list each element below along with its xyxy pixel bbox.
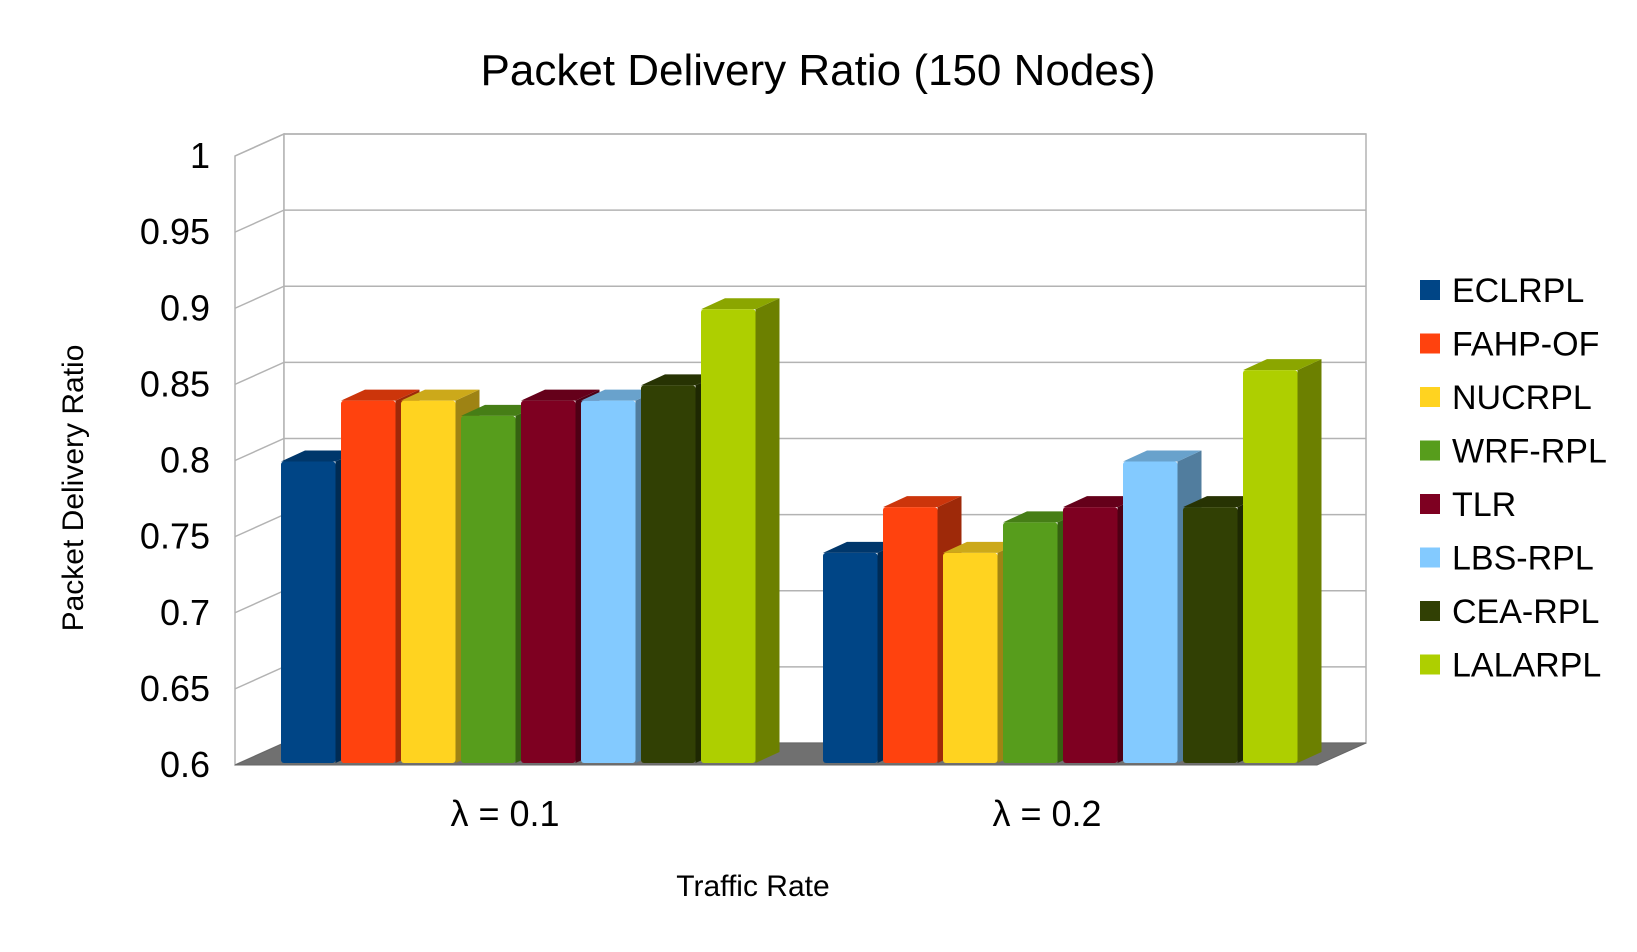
x-tick-label: λ = 0.2 (992, 793, 1101, 834)
y-tick-label: 0.6 (160, 744, 210, 785)
bar (1243, 359, 1322, 763)
legend-label: LBS-RPL (1452, 540, 1594, 578)
y-tick-label: 0.75 (140, 516, 210, 557)
legend-swatch (1420, 280, 1440, 300)
bar-top (701, 298, 780, 310)
legend-item: WRF-RPL (1420, 433, 1607, 471)
bar-front (883, 507, 938, 763)
bar-front (521, 400, 576, 763)
legend-label: LALARPL (1452, 647, 1601, 685)
x-tick-label: λ = 0.1 (450, 793, 559, 834)
bar-top (1003, 511, 1082, 523)
bar-top (401, 389, 480, 401)
bar-top (883, 496, 962, 508)
bar-side (1297, 359, 1322, 763)
legend: ECLRPL FAHP-OF NUCRPL WRF-RPL TLR LBS-RPL CEA-… (1420, 272, 1607, 685)
bar-front (461, 415, 516, 763)
bar (701, 298, 780, 763)
legend-label: CEA-RPL (1452, 593, 1599, 631)
bar-front (281, 461, 336, 763)
y-tick-label: 0.85 (140, 363, 210, 404)
bar-front (701, 309, 756, 763)
bar-front (641, 385, 696, 763)
bar-front (581, 400, 636, 763)
bar-top (341, 389, 420, 401)
bar-top (281, 450, 360, 462)
bar-front (823, 552, 878, 763)
bar-front (1183, 507, 1238, 763)
legend-item: TLR (1420, 486, 1516, 524)
legend-swatch (1420, 601, 1440, 621)
bar-top (1123, 450, 1202, 462)
bar-top (1063, 496, 1142, 508)
bars (281, 298, 1322, 763)
bar-front (1063, 507, 1118, 763)
y-tick-label: 1 (190, 135, 210, 176)
bar-front (943, 552, 998, 763)
gridline (234, 285, 1366, 309)
bar-top (1183, 496, 1262, 508)
gridline (234, 209, 1366, 233)
legend-swatch (1420, 494, 1440, 514)
bar-top (641, 374, 720, 386)
legend-item: ECLRPL (1420, 272, 1584, 310)
legend-swatch (1420, 333, 1440, 354)
legend-item: CEA-RPL (1420, 593, 1599, 631)
bar-front (341, 400, 396, 763)
legend-item: LALARPL (1420, 647, 1601, 685)
y-tick-label: 0.9 (160, 287, 210, 328)
legend-label: ECLRPL (1452, 272, 1584, 310)
gridline (234, 437, 1366, 462)
x-axis-title: Traffic Rate (676, 870, 829, 903)
legend-item: FAHP-OF (1420, 326, 1599, 364)
bar-front (1003, 522, 1058, 763)
bar-side (755, 298, 780, 763)
gridline (234, 133, 1366, 157)
y-tick-label: 0.7 (160, 592, 210, 633)
legend-swatch (1420, 547, 1440, 568)
y-tick-label: 0.8 (160, 440, 210, 481)
bar-top (823, 541, 902, 553)
legend-item: LBS-RPL (1420, 540, 1594, 578)
legend-swatch (1420, 387, 1440, 407)
y-tick-label: 0.65 (140, 668, 210, 709)
bar-front (1243, 370, 1298, 763)
bar-top (581, 389, 660, 401)
chart-title: Packet Delivery Ratio (150 Nodes) (481, 46, 1156, 95)
bar-top (461, 404, 540, 416)
legend-item: NUCRPL (1420, 379, 1592, 417)
bar-top (1243, 359, 1322, 371)
legend-label: NUCRPL (1452, 379, 1592, 417)
y-tick-label: 0.95 (140, 211, 210, 252)
legend-swatch (1420, 654, 1440, 675)
bar-front (401, 400, 456, 763)
x-tick-labels: λ = 0.1 λ = 0.2 (450, 793, 1101, 834)
legend-label: WRF-RPL (1452, 433, 1607, 471)
bar-front (1123, 461, 1178, 763)
gridline (234, 361, 1366, 386)
legend-swatch (1420, 440, 1440, 461)
bar-top (521, 389, 600, 401)
legend-label: TLR (1452, 486, 1516, 524)
bar-top (943, 541, 1022, 553)
y-tick-labels: 0.6 0.65 0.7 0.75 0.8 0.85 0.9 0.95 1 (140, 135, 210, 785)
y-axis-title: Packet Delivery Ratio (57, 345, 90, 632)
legend-label: FAHP-OF (1452, 326, 1599, 364)
